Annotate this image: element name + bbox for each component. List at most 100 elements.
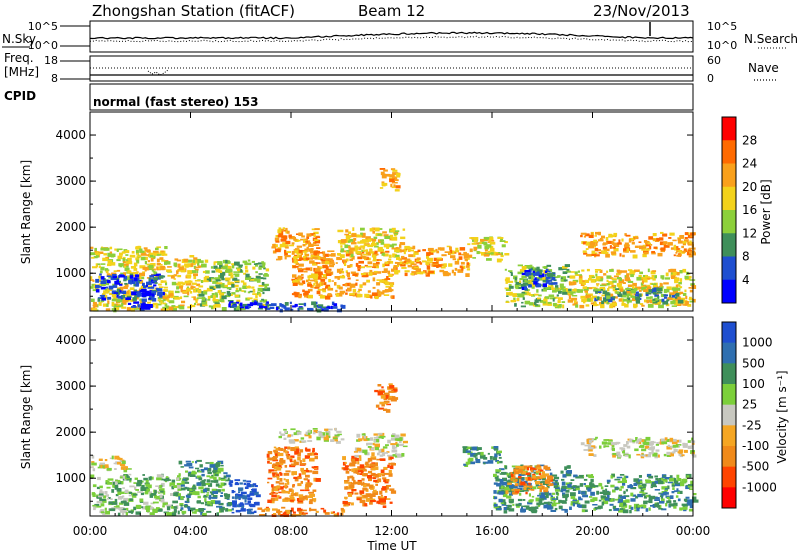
power-cell [193, 262, 196, 265]
velocity-band [572, 473, 699, 514]
velocity-cell [361, 478, 365, 481]
velocity-cell [289, 495, 294, 497]
velocity-cell [289, 496, 295, 501]
power-cell [211, 277, 216, 280]
power-cell [147, 304, 153, 308]
velocity-cell [370, 447, 375, 450]
velocity-cell [174, 491, 180, 493]
velocity-cell [359, 493, 363, 496]
power-cell [336, 268, 343, 273]
cpid-panel-frame [89, 83, 694, 111]
velocity-cell [506, 473, 509, 476]
velocity-cell [181, 510, 187, 514]
power-cell [391, 174, 395, 177]
velocity-cell [98, 493, 104, 497]
power-cell [277, 256, 283, 260]
power-cell [517, 264, 523, 267]
power-cell [105, 269, 110, 271]
velocity-cell [494, 448, 498, 451]
velocity-cell [602, 500, 609, 505]
power-cell [635, 296, 641, 300]
power-cell [168, 290, 174, 294]
velocity-cell [343, 467, 349, 471]
power-cell [303, 238, 308, 241]
velocity-cell [279, 459, 284, 463]
power-cell [308, 308, 314, 311]
velocity-cell [351, 468, 356, 473]
velocity-cell [508, 489, 515, 493]
velocity-cell [386, 451, 390, 453]
velocity-cell [545, 494, 549, 499]
power-cell [526, 292, 531, 296]
velocity-cell [505, 490, 509, 495]
power-cell [449, 246, 452, 250]
power-cell [628, 269, 633, 271]
velocity-cell [267, 477, 273, 480]
power-cell [606, 240, 612, 244]
power-cell [309, 274, 312, 278]
power-cell [345, 251, 349, 254]
power-cell [687, 249, 692, 252]
velocity-cell [385, 484, 391, 487]
power-cell [174, 264, 177, 268]
velocity-cell [641, 483, 647, 487]
velocity-cell [279, 478, 283, 482]
power-cell [221, 278, 225, 281]
power-cell [357, 256, 363, 260]
velocity-cell [144, 491, 149, 495]
power-cell [543, 298, 548, 301]
power-cell [123, 264, 127, 268]
power-cell [657, 300, 662, 305]
power-cell [308, 248, 311, 251]
nave-tick-high: 60 [707, 54, 721, 67]
velocity-cell [204, 483, 210, 486]
power-cell [193, 296, 196, 301]
power-cell [667, 242, 673, 246]
power-band [95, 273, 166, 302]
velocity-cell [557, 482, 559, 486]
power-cell [349, 247, 355, 251]
velocity-cell [683, 509, 687, 512]
velocity-cell [383, 472, 390, 475]
velocity-cell [220, 509, 224, 513]
power-cell [608, 281, 614, 285]
velocity-cell [383, 392, 390, 396]
velocity-cell [134, 486, 137, 490]
power-cell [552, 287, 558, 291]
velocity-cell [267, 481, 270, 484]
velocity-cell [120, 507, 124, 510]
power-cell [672, 239, 677, 242]
velocity-cell [158, 486, 161, 489]
velocity-cell [383, 402, 388, 405]
power-cell [126, 307, 131, 311]
power-cell [688, 253, 694, 258]
velocity-cell [301, 470, 306, 475]
velocity-cell [377, 496, 381, 499]
power-cell [394, 249, 400, 253]
power-cell [112, 273, 117, 277]
velocity-cell [182, 477, 189, 480]
velocity-cell [241, 491, 247, 495]
colorbar-tick-label: 24 [742, 157, 757, 171]
power-cell [652, 278, 656, 281]
power-cell [305, 242, 308, 246]
velocity-cell [120, 466, 127, 470]
power-cell [543, 301, 547, 304]
velocity-cell [389, 488, 395, 491]
velocity-cell [316, 436, 321, 441]
power-cell [119, 283, 123, 286]
velocity-cell [357, 481, 363, 485]
velocity-cell [590, 484, 596, 488]
velocity-cell [161, 478, 167, 481]
velocity-cell [246, 480, 252, 483]
power-cell [612, 239, 616, 242]
velocity-cell [366, 442, 369, 446]
power-cell [460, 261, 465, 265]
power-cell [514, 303, 517, 307]
velocity-cell [511, 489, 517, 491]
power-cell [279, 243, 286, 248]
power-cell [352, 273, 358, 276]
noise-search-line [89, 35, 693, 43]
velocity-cell [531, 467, 538, 470]
velocity-cell [97, 495, 104, 498]
